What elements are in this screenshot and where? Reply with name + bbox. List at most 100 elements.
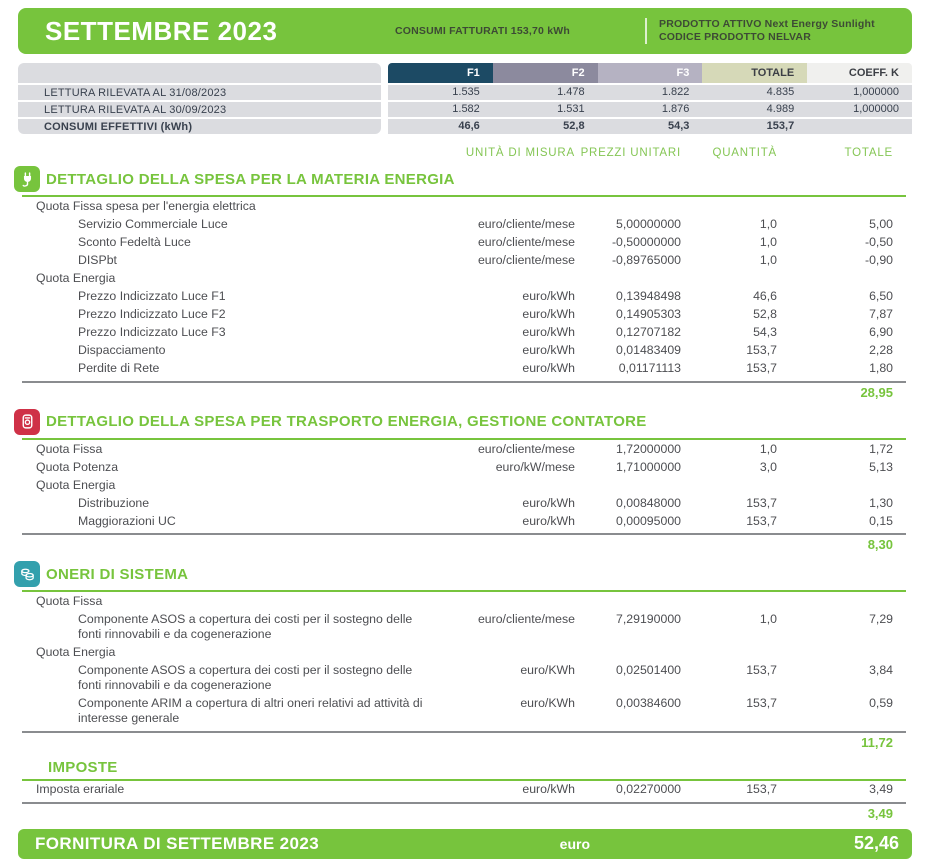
row-price: 0,00384600 — [616, 696, 681, 711]
table-row: Quota Fissa euro/cliente/mese 1,72000000… — [22, 440, 906, 458]
row-price: 7,29190000 — [616, 612, 681, 627]
reading-row-values: 1.582 1.531 1.876 4.989 1,000000 — [388, 102, 912, 117]
section-materia-energia-rows: Quota Fissa spesa per l'energia elettric… — [22, 197, 906, 378]
row-unit: euro/cliente/mese — [477, 216, 575, 231]
column-header-quantita: QUANTITÀ — [712, 147, 777, 159]
row-unit: euro/kWh — [522, 495, 575, 510]
subtotal-divider — [22, 801, 906, 804]
row-total: 5,00 — [869, 216, 893, 231]
row-label: Servizio Commerciale Luce — [78, 216, 228, 231]
table-row: Componente ASOS a copertura dei costi pe… — [22, 611, 906, 644]
cell-f2: 1.531 — [557, 103, 585, 115]
row-label: Componente ASOS a copertura dei costi pe… — [78, 612, 413, 641]
column-header-f1: F1 — [388, 63, 493, 83]
column-header-f2: F2 — [492, 63, 598, 83]
cell-f1: 1.582 — [452, 103, 480, 115]
row-unit: euro/kWh — [522, 782, 575, 797]
section-materia-energia-header: DETTAGLIO DELLA SPESA PER LA MATERIA ENE… — [14, 166, 912, 192]
row-unit: euro/cliente/mese — [477, 612, 575, 627]
column-header-f3: F3 — [597, 63, 703, 83]
row-price: 0,02501400 — [616, 663, 681, 678]
row-price: 0,01171113 — [618, 361, 681, 376]
cell-f1: 1.535 — [452, 86, 480, 98]
row-price: 1,72000000 — [616, 441, 681, 456]
month-header-bar: SETTEMBRE 2023 CONSUMI FATTURATI 153,70 … — [18, 8, 912, 54]
row-label: Quota Energia — [36, 270, 116, 285]
cell-totale: 4.835 — [766, 86, 795, 98]
row-total: 6,90 — [869, 325, 893, 340]
column-header-prezzi-unitari: PREZZI UNITARI — [580, 147, 681, 159]
section-underline — [22, 778, 906, 781]
section-trasporto-rows: Quota Fissa euro/cliente/mese 1,72000000… — [22, 440, 906, 530]
table-row: Servizio Commerciale Luce euro/cliente/m… — [22, 215, 906, 233]
section-subtotal: 3,49 — [867, 805, 893, 821]
footer-label: FORNITURA DI SETTEMBRE 2023 — [35, 833, 320, 853]
row-qty: 153,7 — [746, 361, 777, 376]
readings-label-header-spacer — [18, 63, 381, 83]
row-qty: 153,7 — [746, 513, 777, 528]
table-row: Prezzo Indicizzato Luce F2 euro/kWh 0,14… — [22, 306, 906, 324]
plug-icon — [14, 166, 40, 192]
section-subtotal: 8,30 — [867, 537, 893, 553]
table-row: Sconto Fedeltà Luce euro/cliente/mese -0… — [22, 233, 906, 251]
column-header-totale: TOTALE — [844, 147, 893, 159]
row-price: 0,00848000 — [616, 495, 681, 510]
row-unit: euro/kWh — [522, 343, 575, 358]
row-unit: euro/KWh — [520, 696, 575, 711]
cell-coeff-k: 1,000000 — [853, 103, 899, 115]
row-label: DISPbt — [78, 252, 117, 267]
row-unit: euro/cliente/mese — [477, 441, 575, 456]
subtotal-divider — [22, 380, 906, 383]
row-qty: 3,0 — [759, 459, 777, 474]
row-label: Imposta erariale — [36, 782, 125, 797]
header-divider — [645, 18, 647, 44]
cell-f3: 1.822 — [661, 86, 690, 98]
table-row: Dispacciamento euro/kWh 0,01483409 153,7… — [22, 342, 906, 360]
footer-currency-label: euro — [559, 835, 590, 852]
row-total: -0,90 — [864, 252, 893, 267]
row-label: Prezzo Indicizzato Luce F2 — [78, 307, 226, 322]
row-total: 1,72 — [869, 441, 893, 456]
row-label: Prezzo Indicizzato Luce F3 — [78, 325, 226, 340]
row-label: Quota Fissa — [36, 594, 103, 608]
row-qty: 153,7 — [746, 495, 777, 510]
meter-icon — [14, 408, 40, 435]
table-row: Imposta erariale euro/kWh 0,02270000 153… — [22, 781, 906, 799]
row-price: -0,89765000 — [611, 252, 681, 267]
cell-coeff-k: 1,000000 — [853, 86, 899, 98]
table-row: Perdite di Rete euro/kWh 0,01171113 153,… — [22, 360, 906, 378]
supply-total-bar: FORNITURA DI SETTEMBRE 2023 euro 52,46 — [18, 828, 912, 859]
cell-totale: 153,7 — [766, 120, 795, 132]
row-total: 5,13 — [869, 459, 893, 474]
active-product-label: PRODOTTO ATTIVO Next Energy Sunlight — [659, 18, 875, 30]
readings-value-rows: 1.535 1.478 1.822 4.835 1,000000 1.582 1… — [388, 85, 912, 134]
row-label: Quota Fissa spesa per l'energia elettric… — [36, 198, 256, 213]
section-title: DETTAGLIO DELLA SPESA PER TRASPORTO ENER… — [46, 413, 647, 431]
row-price: 5,00000000 — [616, 216, 681, 231]
cell-f3: 54,3 — [667, 120, 690, 132]
table-row: Componente ARIM a copertura di altri one… — [22, 695, 906, 728]
table-row: Maggiorazioni UC euro/kWh 0,00095000 153… — [22, 512, 906, 530]
table-row: Prezzo Indicizzato Luce F3 euro/kWh 0,12… — [22, 324, 906, 342]
row-price: 0,14905303 — [616, 307, 681, 322]
table-row: Quota Potenza euro/kW/mese 1,71000000 3,… — [22, 458, 906, 476]
row-label: Componente ASOS a copertura dei costi pe… — [78, 663, 413, 693]
detail-column-headers: UNITÀ DI MISURA PREZZI UNITARI QUANTITÀ … — [22, 147, 906, 159]
row-unit: euro/kW/mese — [495, 459, 575, 474]
row-price: -0,50000000 — [611, 234, 681, 249]
row-price: 1,71000000 — [616, 459, 681, 474]
coins-icon — [14, 561, 40, 588]
section-oneri-rows: Quota Fissa Componente ASOS a copertura … — [22, 592, 906, 727]
row-total: 2,28 — [869, 343, 893, 358]
row-unit: euro/KWh — [520, 663, 575, 678]
row-qty: 54,3 — [753, 325, 777, 340]
cell-f2: 52,8 — [563, 120, 585, 132]
row-price: 0,00095000 — [616, 513, 681, 528]
reading-row-values: 46,6 52,8 54,3 153,7 — [388, 119, 912, 134]
row-total: 1,80 — [869, 361, 893, 376]
cell-f2: 1.478 — [557, 86, 585, 98]
row-total: 1,30 — [869, 495, 893, 510]
row-qty: 153,7 — [746, 343, 777, 358]
reading-row-label: LETTURA RILEVATA AL 31/08/2023 — [18, 83, 381, 100]
row-qty: 1,0 — [759, 612, 777, 627]
